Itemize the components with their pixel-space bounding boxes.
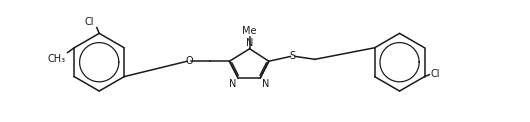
Text: Me: Me (242, 26, 257, 36)
Text: N: N (246, 38, 253, 48)
Text: S: S (290, 51, 296, 61)
Text: Cl: Cl (431, 69, 440, 79)
Text: O: O (186, 56, 193, 66)
Text: CH₃: CH₃ (48, 54, 66, 64)
Text: N: N (262, 79, 269, 89)
Text: N: N (229, 79, 237, 89)
Text: Cl: Cl (84, 17, 94, 27)
